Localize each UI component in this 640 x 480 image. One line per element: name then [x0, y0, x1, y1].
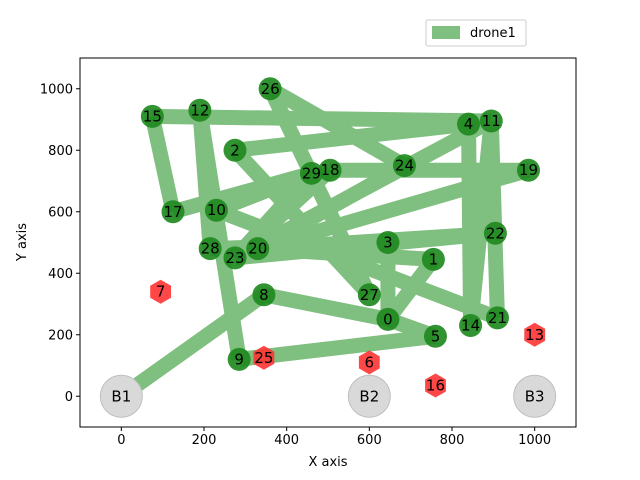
y-tick-label-400: 400 [48, 267, 73, 282]
no-fly-marker-7 [150, 279, 171, 304]
no-fly-marker-16 [425, 373, 446, 398]
base-marker-B2 [347, 374, 391, 418]
x-axis-label: X axis [308, 455, 347, 470]
waypoint-marker-11 [479, 109, 503, 133]
y-tick-label-600: 600 [48, 205, 73, 220]
route-segment-drone1-1 [262, 287, 390, 327]
route-segment-drone1-16 [266, 82, 409, 173]
waypoint-marker-10 [204, 198, 228, 222]
no-fly-label-25: 25 [254, 349, 273, 367]
waypoint-label-0: 0 [383, 310, 393, 328]
x-tick-label-0: 0 [117, 433, 125, 448]
waypoint-label-29: 29 [302, 164, 321, 182]
waypoint-label-1: 1 [429, 250, 439, 268]
waypoint-marker-18 [318, 158, 342, 182]
waypoint-label-26: 26 [261, 80, 280, 98]
route-segment-drone1-25 [145, 114, 181, 214]
waypoint-marker-27 [357, 283, 381, 307]
waypoint-marker-9 [227, 347, 251, 371]
waypoint-label-8: 8 [259, 286, 269, 304]
no-fly-marker-6 [358, 350, 380, 375]
route-segment-drone1-28 [213, 203, 501, 325]
x-tick-label-1000: 1000 [518, 433, 551, 448]
no-fly-label-16: 16 [426, 376, 445, 394]
waypoint-label-3: 3 [383, 234, 393, 252]
waypoint-marker-15 [140, 104, 164, 128]
waypoint-marker-23 [223, 246, 247, 270]
route-segment-drone1-5 [192, 109, 247, 361]
legend-swatch-drone1 [432, 26, 460, 39]
waypoint-marker-3 [376, 231, 400, 254]
no-fly-label-7: 7 [156, 283, 166, 301]
no-fly-label-6: 6 [365, 353, 375, 371]
route-segment-drone1-19 [234, 116, 470, 158]
waypoint-marker-20 [246, 237, 270, 261]
x-tick-label-400: 400 [274, 433, 299, 448]
waypoint-label-4: 4 [464, 115, 474, 133]
waypoint-label-9: 9 [234, 350, 244, 368]
route-segment-drone1-27 [483, 120, 505, 319]
legend-label-drone1: drone1 [470, 26, 516, 41]
waypoint-label-21: 21 [488, 309, 507, 327]
base-label-B3: B3 [525, 387, 545, 405]
waypoint-marker-8 [252, 283, 276, 307]
waypoint-label-17: 17 [163, 203, 182, 221]
waypoint-label-27: 27 [360, 286, 379, 304]
x-tick-label-600: 600 [357, 433, 382, 448]
waypoint-marker-19 [516, 158, 540, 182]
waypoint-label-12: 12 [190, 101, 209, 119]
legend: drone1 [425, 19, 527, 47]
waypoint-label-5: 5 [431, 327, 441, 345]
waypoint-marker-29 [299, 161, 323, 185]
waypoint-marker-1 [421, 247, 445, 271]
waypoint-label-2: 2 [230, 141, 240, 159]
waypoint-marker-22 [483, 221, 507, 245]
waypoint-marker-12 [188, 98, 212, 122]
waypoint-label-20: 20 [248, 240, 267, 258]
y-axis-label: Y axis [15, 223, 30, 262]
waypoint-marker-0 [376, 307, 400, 331]
y-tick-label-0: 0 [65, 390, 73, 405]
y-tick-label-200: 200 [48, 328, 73, 343]
waypoint-label-15: 15 [143, 107, 162, 125]
waypoint-marker-28 [198, 237, 222, 261]
y-tick-label-800: 800 [48, 144, 73, 159]
waypoint-label-23: 23 [225, 249, 244, 267]
route-segment-drone1-11 [234, 225, 497, 266]
waypoint-marker-4 [457, 112, 481, 136]
waypoint-marker-21 [485, 306, 509, 330]
base-label-B1: B1 [111, 387, 131, 405]
waypoint-marker-26 [258, 77, 282, 101]
route-segment-drone1-0 [116, 288, 269, 403]
plot-frame [79, 57, 577, 428]
waypoint-label-18: 18 [321, 161, 340, 179]
y-tick-label-1000: 1000 [40, 82, 73, 97]
waypoint-label-10: 10 [207, 201, 226, 219]
base-marker-B1 [99, 374, 143, 418]
base-label-B2: B2 [359, 387, 379, 405]
waypoint-marker-24 [392, 154, 416, 178]
x-tick-label-200: 200 [192, 433, 217, 448]
x-tick-label-800: 800 [440, 433, 465, 448]
waypoint-label-24: 24 [395, 157, 414, 175]
waypoint-label-22: 22 [486, 224, 505, 242]
waypoint-marker-17 [161, 200, 185, 224]
waypoint-label-28: 28 [201, 240, 220, 258]
waypoint-marker-14 [459, 314, 483, 338]
no-fly-label-13: 13 [525, 326, 544, 344]
route-segment-drone1-29 [213, 166, 315, 218]
waypoint-label-19: 19 [519, 161, 538, 179]
waypoint-label-11: 11 [482, 112, 501, 130]
no-fly-marker-13 [524, 322, 546, 347]
waypoint-label-14: 14 [461, 317, 480, 335]
no-fly-marker-25 [253, 345, 275, 370]
base-marker-B3 [513, 374, 557, 418]
waypoint-marker-5 [423, 324, 447, 348]
waypoint-marker-2 [223, 138, 247, 162]
